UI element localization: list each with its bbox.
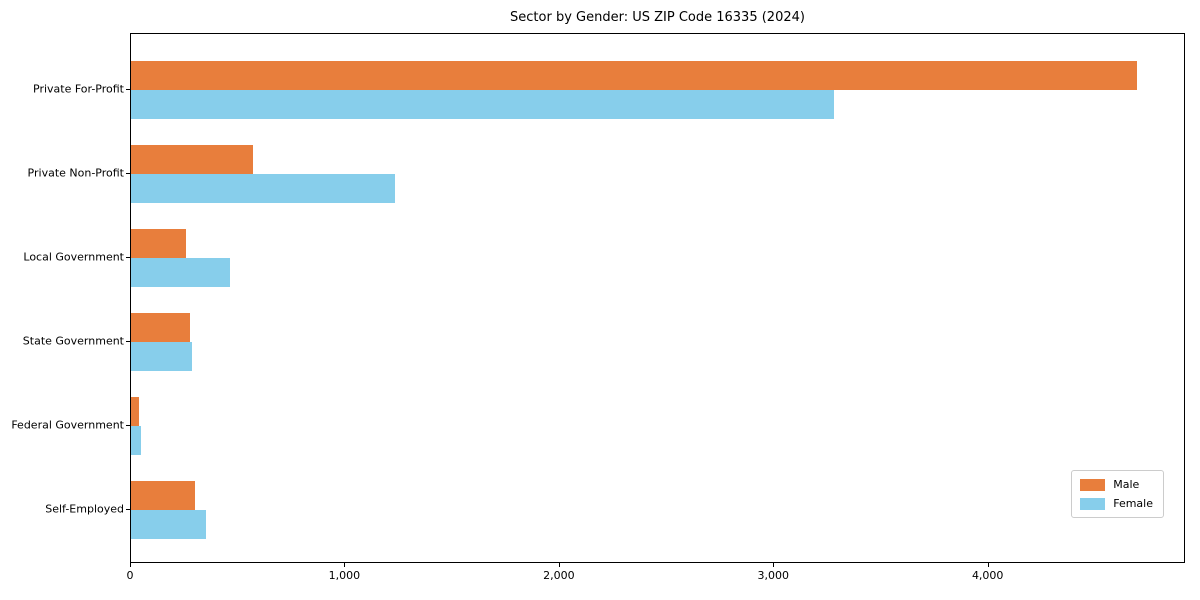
y-tick-label-private-for-profit: Private For-Profit	[33, 82, 124, 96]
y-tick-label-state-government: State Government	[22, 334, 124, 348]
bar-male-self-employed	[131, 481, 196, 510]
plot-area: Male Female	[130, 33, 1185, 563]
legend: Male Female	[1071, 470, 1164, 518]
bar-female-private-non-profit	[131, 174, 395, 203]
legend-item-female: Female	[1080, 497, 1153, 510]
bar-male-private-non-profit	[131, 145, 254, 174]
x-tick-label-4000: 4,000	[971, 569, 1004, 582]
x-tick-label-0: 0	[126, 569, 134, 582]
legend-item-male: Male	[1080, 478, 1153, 491]
x-tick-mark-1000	[344, 563, 346, 567]
y-tick-label-local-government: Local Government	[23, 250, 124, 264]
x-tick-mark-4000	[987, 563, 989, 567]
legend-swatch-male-icon	[1080, 478, 1106, 491]
x-tick-label-3000: 3,000	[757, 569, 790, 582]
legend-label-female: Female	[1113, 497, 1153, 510]
chart-title: Sector by Gender: US ZIP Code 16335 (202…	[510, 10, 805, 25]
y-tick-mark-federal-government	[126, 425, 130, 426]
x-tick-label-1000: 1,000	[328, 569, 361, 582]
y-tick-label-federal-government: Federal Government	[11, 418, 124, 432]
x-tick-mark-0	[130, 563, 131, 567]
bar-female-self-employed	[131, 510, 207, 539]
bar-female-state-government	[131, 342, 193, 371]
y-tick-mark-private-non-profit	[126, 173, 130, 174]
y-tick-mark-state-government	[126, 341, 130, 342]
bar-female-local-government	[131, 258, 230, 287]
legend-swatch-female-icon	[1080, 497, 1106, 510]
y-tick-label-self-employed: Self-Employed	[45, 502, 124, 516]
y-tick-mark-local-government	[126, 257, 130, 258]
bar-male-local-government	[131, 229, 186, 258]
y-tick-mark-private-for-profit	[126, 89, 130, 90]
legend-label-male: Male	[1113, 478, 1140, 491]
bar-male-state-government	[131, 313, 190, 342]
bar-female-private-for-profit	[131, 90, 835, 119]
bar-female-federal-government	[131, 426, 141, 455]
y-tick-mark-self-employed	[126, 509, 130, 510]
bar-male-federal-government	[131, 397, 139, 426]
x-tick-mark-2000	[558, 563, 560, 567]
bar-male-private-for-profit	[131, 61, 1137, 90]
x-tick-label-2000: 2,000	[543, 569, 575, 582]
x-tick-mark-3000	[773, 563, 775, 567]
y-tick-label-private-non-profit: Private Non-Profit	[27, 166, 124, 180]
